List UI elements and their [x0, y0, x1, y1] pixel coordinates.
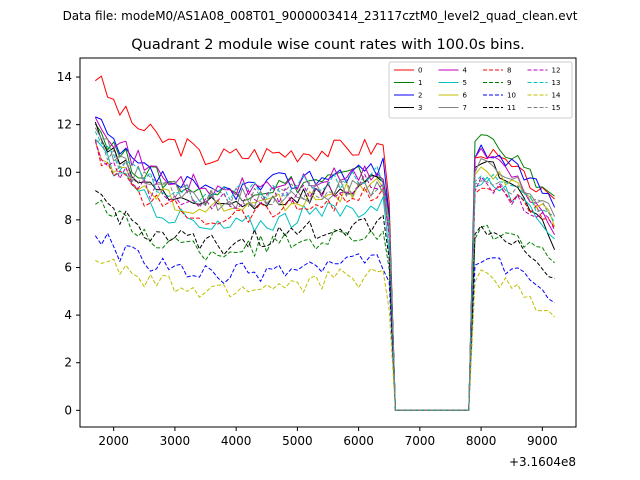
series-group: [94, 75, 556, 411]
legend-label-1: 1: [418, 79, 422, 87]
series-line-0: [94, 75, 555, 411]
legend-label-7: 7: [463, 104, 467, 112]
legend-label-9: 9: [507, 79, 511, 87]
y-tick-label: 4: [64, 308, 72, 322]
x-offset-label: +3.1604e8: [509, 455, 576, 469]
series-line-5: [94, 138, 555, 411]
series-line-12: [94, 140, 556, 411]
series-layer: [94, 75, 556, 411]
x-tick-label: 4000: [221, 434, 252, 448]
plot-area: [80, 58, 576, 427]
legend-label-13: 13: [552, 79, 561, 87]
ticks-layer: 2000 3000 4000 5000 6000 7000 8000 900002468101…: [57, 70, 558, 448]
legend-label-15: 15: [552, 104, 561, 112]
x-tick-label: 5000: [282, 434, 313, 448]
y-tick-label: 14: [57, 70, 72, 84]
legend-box: [388, 61, 573, 119]
y-tick-label: 6: [64, 260, 72, 274]
series-line-7: [94, 127, 556, 411]
y-tick-label: 10: [57, 165, 72, 179]
series-line-15: [95, 140, 555, 411]
x-tick-label: 3000: [160, 434, 191, 448]
legend-label-0: 0: [418, 67, 422, 75]
series-line-11: [95, 190, 555, 411]
y-tick-label: 12: [57, 118, 72, 132]
axes-layer: [79, 57, 577, 428]
series-line-13: [94, 131, 556, 411]
x-tick-label: 7000: [405, 434, 436, 448]
series-line-2: [95, 116, 556, 411]
series-line-10: [94, 232, 555, 411]
legend-label-10: 10: [507, 92, 516, 100]
legend-label-8: 8: [507, 67, 511, 75]
series-line-4: [94, 117, 556, 411]
series-line-14: [95, 258, 555, 411]
legend-label-11: 11: [507, 104, 516, 112]
axes-frame: [79, 57, 577, 428]
x-tick-label: 2000: [98, 434, 129, 448]
series-line-8: [94, 139, 556, 411]
y-tick-label: 8: [64, 213, 72, 227]
legend-label-3: 3: [418, 104, 422, 112]
y-tick-label: 0: [64, 403, 72, 417]
x-tick-label: 9000: [527, 434, 558, 448]
y-tick-label: 2: [64, 356, 72, 370]
legend-label-2: 2: [418, 92, 422, 100]
chart-title: Quadrant 2 module wise count rates with …: [131, 37, 525, 53]
legend-label-4: 4: [463, 67, 468, 75]
legend-label-6: 6: [463, 92, 468, 100]
x-tick-label: 6000: [343, 434, 374, 448]
legend-label-12: 12: [552, 67, 561, 75]
legend-label-14: 14: [552, 92, 561, 100]
suptitle: Data file: modeM0/AS1A08_008T01_90000034…: [63, 9, 578, 23]
x-tick-label: 8000: [466, 434, 497, 448]
legend-label-5: 5: [463, 79, 467, 87]
